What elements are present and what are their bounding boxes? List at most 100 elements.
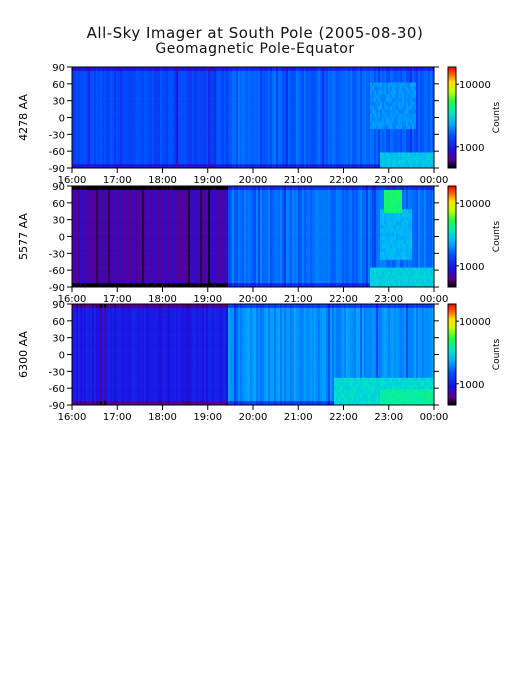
heatmap-cell — [96, 90, 99, 95]
heatmap-cell — [254, 164, 257, 169]
heatmap-cell — [106, 101, 109, 107]
heatmap-cell — [74, 252, 77, 257]
heatmap-cell — [338, 70, 341, 76]
heatmap-cell — [400, 156, 403, 161]
heatmap-cell — [124, 78, 127, 83]
heatmap-cell — [386, 136, 389, 142]
heatmap-cell — [76, 259, 79, 264]
heatmap-cell — [202, 113, 205, 118]
heatmap-cell — [304, 94, 307, 99]
heatmap-cell — [384, 164, 387, 169]
heatmap-cell — [140, 70, 143, 76]
heatmap-cell — [418, 136, 421, 142]
heatmap-cell — [128, 133, 131, 138]
heatmap-cell — [176, 98, 179, 103]
heatmap-cell — [92, 90, 95, 95]
heatmap-cell — [244, 109, 247, 114]
heatmap-cell — [282, 156, 285, 161]
heatmap-cell — [396, 74, 399, 79]
heatmap-cell — [274, 140, 277, 145]
heatmap-cell — [192, 144, 195, 149]
heatmap-cell — [372, 125, 375, 130]
heatmap-cell — [298, 98, 301, 103]
heatmap-cell — [134, 140, 137, 145]
heatmap-cell — [168, 148, 171, 153]
heatmap-cell — [184, 78, 187, 83]
heatmap-cell — [176, 160, 179, 165]
heatmap-cell — [78, 263, 81, 268]
heatmap-cell — [186, 148, 189, 153]
heatmap-cell — [200, 160, 203, 165]
heatmap-cell — [310, 152, 313, 157]
heatmap-cell — [394, 101, 397, 107]
heatmap-cell — [376, 86, 379, 91]
heatmap-cell — [408, 70, 411, 76]
heatmap-cell — [352, 133, 355, 138]
heatmap-cell — [72, 228, 75, 233]
heatmap-cell — [216, 160, 219, 165]
heatmap-image — [72, 67, 435, 169]
heatmap-cell — [404, 164, 407, 169]
heatmap-cell — [302, 105, 305, 111]
heatmap-cell — [76, 248, 79, 253]
heatmap-cell — [298, 109, 301, 114]
heatmap-cell — [106, 129, 109, 134]
heatmap-cell — [196, 117, 199, 122]
heatmap-cell — [242, 133, 245, 138]
heatmap-cell — [108, 105, 111, 111]
heatmap-cell — [194, 160, 197, 165]
heatmap-cell — [106, 82, 109, 87]
heatmap-cell — [114, 152, 117, 157]
heatmap-cell — [156, 113, 159, 118]
heatmap-cell — [324, 101, 327, 107]
heatmap-cell — [80, 197, 83, 202]
heatmap-cell — [100, 74, 103, 79]
heatmap-cell — [328, 98, 331, 103]
heatmap-cell — [228, 98, 231, 103]
heatmap-cell — [76, 189, 79, 195]
heatmap-cell — [292, 109, 295, 114]
heatmap-cell — [430, 86, 433, 91]
heatmap-cell — [282, 98, 285, 103]
heatmap-cell — [76, 255, 79, 261]
heatmap-cell — [224, 101, 227, 107]
heatmap-cell — [244, 90, 247, 95]
heatmap-cell — [274, 144, 277, 149]
heatmap-cell — [288, 133, 291, 138]
heatmap-cell — [326, 140, 329, 145]
heatmap-cell — [188, 86, 191, 91]
heatmap-cell — [140, 82, 143, 87]
heatmap-cell — [432, 101, 435, 107]
heatmap-cell — [362, 133, 365, 138]
heatmap-cell — [266, 152, 269, 157]
heatmap-cell — [88, 90, 91, 95]
heatmap-cell — [362, 152, 365, 157]
heatmap-cell — [152, 152, 155, 157]
heatmap-cell — [428, 144, 431, 149]
heatmap-cell — [178, 109, 181, 114]
heatmap-cell — [302, 86, 305, 91]
heatmap-cell — [82, 109, 85, 114]
heatmap-cell — [290, 152, 293, 157]
heatmap-cell — [282, 90, 285, 95]
heatmap-cell — [142, 78, 145, 83]
heatmap-cell — [260, 133, 263, 138]
heatmap-cell — [352, 152, 355, 157]
heatmap-cell — [156, 74, 159, 79]
heatmap-cell — [330, 78, 333, 83]
heatmap-cell — [174, 70, 177, 76]
heatmap-cell — [312, 82, 315, 87]
heatmap-cell — [278, 117, 281, 122]
heatmap-cell — [116, 70, 119, 76]
heatmap-cell — [312, 109, 315, 114]
heatmap-cell — [354, 78, 357, 83]
heatmap-cell — [152, 105, 155, 111]
heatmap-cell — [316, 152, 319, 157]
heatmap-cell — [254, 70, 257, 76]
heatmap-cell — [120, 113, 123, 118]
heatmap-cell — [96, 74, 99, 79]
heatmap-cell — [120, 156, 123, 161]
heatmap-cell — [286, 105, 289, 111]
heatmap-cell — [116, 152, 119, 157]
heatmap-cell — [244, 94, 247, 99]
